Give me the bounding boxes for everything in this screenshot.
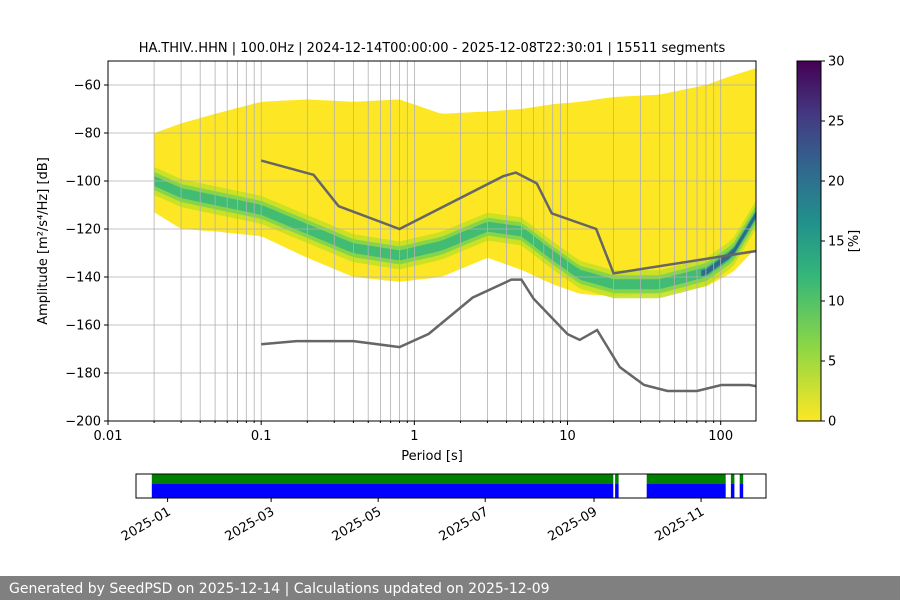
colorbar-tick-label: 10 — [828, 295, 845, 310]
availability-segment — [739, 474, 744, 484]
x-tick-label: 0.01 — [94, 429, 123, 444]
availability-segment — [615, 474, 619, 484]
colorbar-tick-label: 15 — [828, 235, 845, 250]
colorbar-tick-label: 20 — [828, 175, 845, 190]
colorbar-ticks: 0 5 10 15 20 25 30 — [821, 55, 845, 430]
x-tick-label: 0.1 — [251, 429, 272, 444]
x-axis-ticks: 0.01 0.1 1 10 100 — [94, 421, 733, 444]
noise-model-curves — [260, 159, 756, 393]
y-axis-label: Amplitude [m²/s⁴/Hz] [dB] — [36, 157, 51, 325]
y-tick-label: −180 — [65, 367, 101, 382]
footer-text: Generated by SeedPSD on 2025-12-14 | Cal… — [9, 581, 550, 597]
y-tick-label: −80 — [74, 127, 101, 142]
plot-frame — [107, 60, 757, 422]
density-core-band-2 — [154, 176, 756, 290]
colorbar-gradient — [796, 60, 822, 422]
nlnm-curve — [261, 278, 756, 393]
colorbar-tick-label: 5 — [828, 355, 836, 370]
x-tick-label: 100 — [708, 429, 733, 444]
timeline-tick-label: 2025-05 — [330, 504, 385, 544]
y-tick-label: −140 — [65, 271, 101, 286]
availability-segment — [646, 484, 726, 498]
chart-title: HA.THIV..HHN | 100.0Hz | 2024-12-14T00:0… — [139, 41, 726, 56]
availability-segment — [615, 484, 619, 498]
timeline-tick-label: 2025-11 — [653, 504, 708, 544]
footer-bar: Generated by SeedPSD on 2025-12-14 | Cal… — [0, 576, 900, 600]
availability-segment — [730, 474, 735, 484]
colorbar-tick-label: 30 — [828, 55, 845, 70]
x-tick-label: 1 — [410, 429, 418, 444]
y-tick-label: −120 — [65, 223, 101, 238]
colorbar: 0 5 10 15 20 25 30 [%] — [796, 55, 862, 430]
availability-segment — [151, 474, 614, 484]
nhnm-curve — [260, 159, 756, 275]
availability-bars — [151, 474, 744, 498]
availability-segment — [151, 484, 614, 498]
colorbar-tick-label: 25 — [828, 115, 845, 130]
psd-figure: HA.THIV..HHN | 100.0Hz | 2024-12-14T00:0… — [36, 41, 862, 545]
timeline-tick-label: 2025-01 — [119, 504, 174, 544]
y-tick-label: −160 — [65, 319, 101, 334]
colorbar-label: [%] — [847, 230, 862, 253]
availability-segment — [739, 484, 744, 498]
y-tick-label: −100 — [65, 175, 101, 190]
availability-segment — [646, 474, 726, 484]
timeline-frame — [135, 473, 767, 499]
y-tick-label: −60 — [74, 79, 101, 94]
x-tick-label: 10 — [559, 429, 576, 444]
timeline-tick-label: 2025-07 — [437, 504, 492, 544]
density-peak-band — [701, 211, 756, 277]
density-core-band-1 — [154, 172, 756, 294]
availability-segment — [730, 484, 735, 498]
x-axis-label: Period [s] — [401, 449, 463, 464]
y-axis-ticks: −60 −80 −100 −120 −140 −160 −180 −200 — [65, 79, 108, 430]
timeline-tick-label: 2025-09 — [545, 504, 600, 544]
density-envelope — [154, 68, 756, 297]
y-tick-label: −200 — [65, 415, 101, 430]
density-heatmap — [154, 68, 756, 299]
psd-plot-area: 0.01 0.1 1 10 100 −60 −80 −100 −120 −140 −160 −180… — [36, 60, 757, 464]
timeline-tick-label: 2025-03 — [223, 504, 278, 544]
colorbar-tick-label: 0 — [828, 415, 836, 430]
timeline-ticks: 2025-01 2025-03 2025-05 2025-07 2025-09 2025-… — [119, 498, 707, 545]
data-availability-timeline: 2025-01 2025-03 2025-05 2025-07 2025-09 2025-… — [119, 473, 767, 545]
